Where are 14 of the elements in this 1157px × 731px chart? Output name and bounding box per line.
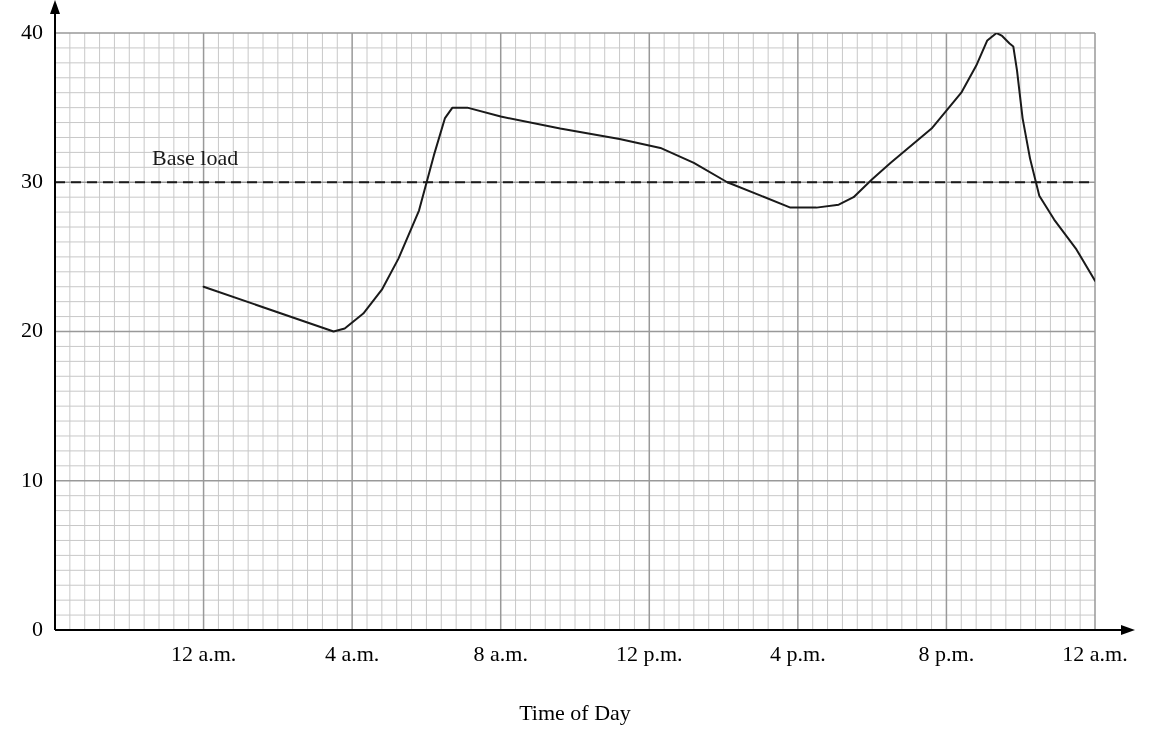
x-tick-label: 12 a.m. — [1062, 640, 1128, 666]
x-tick-label: 4 p.m. — [770, 640, 826, 666]
ref-line-label: Base load — [152, 145, 239, 171]
y-tick-label: 0 — [32, 615, 43, 641]
x-tick-label: 8 p.m. — [918, 640, 975, 666]
x-tick-label: 4 a.m. — [324, 640, 380, 666]
y-tick-label: 20 — [21, 317, 43, 343]
y-tick-label: 10 — [21, 466, 43, 492]
y-tick-label: 40 — [21, 18, 43, 44]
x-tick-label: 12 p.m. — [615, 640, 683, 666]
x-tick-label: 8 a.m. — [473, 640, 528, 666]
x-tick-label: 12 a.m. — [170, 640, 237, 666]
x-axis-title: Time of Day — [519, 699, 631, 725]
y-tick-label: 30 — [21, 168, 43, 194]
